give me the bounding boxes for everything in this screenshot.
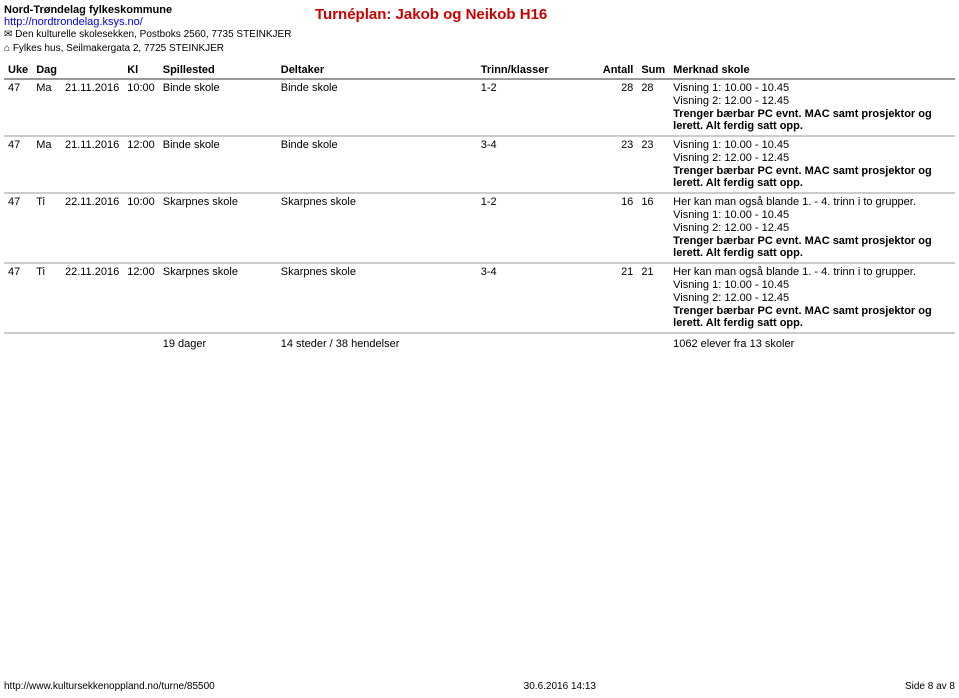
- summary-row: 19 dager 14 steder / 38 hendelser 1062 e…: [4, 333, 955, 352]
- cell: 10:00: [123, 79, 159, 136]
- merknad-line: Her kan man også blande 1. - 4. trinn i …: [673, 266, 951, 278]
- cell: Ti: [32, 193, 61, 263]
- merknad-cell: Visning 1: 10.00 - 10.45Visning 2: 12.00…: [669, 136, 955, 193]
- table-body: 47Ma21.11.201610:00Binde skoleBinde skol…: [4, 79, 955, 333]
- merknad-line: Visning 1: 10.00 - 10.45: [673, 139, 951, 151]
- cell: Ma: [32, 79, 61, 136]
- col-antall: Antall: [599, 62, 638, 79]
- cell: 3-4: [477, 263, 599, 333]
- merknad-cell: Her kan man også blande 1. - 4. trinn i …: [669, 193, 955, 263]
- footer-center: 30.6.2016 14:13: [524, 681, 596, 692]
- cell: Skarpnes skole: [277, 263, 477, 333]
- table-header-row: Uke Dag Kl Spillested Deltaker Trinn/kla…: [4, 62, 955, 79]
- merknad-line: Visning 1: 10.00 - 10.45: [673, 209, 951, 221]
- page-footer: http://www.kultursekkenoppland.no/turne/…: [4, 681, 955, 692]
- summary-days: 19 dager: [159, 333, 277, 352]
- col-spillested: Spillested: [159, 62, 277, 79]
- page-title: Turnéplan: Jakob og Neikob H16: [315, 6, 547, 23]
- merknad-line: Visning 1: 10.00 - 10.45: [673, 82, 951, 94]
- cell: 3-4: [477, 136, 599, 193]
- merknad-cell: Her kan man også blande 1. - 4. trinn i …: [669, 263, 955, 333]
- merknad-line: Visning 1: 10.00 - 10.45: [673, 279, 951, 291]
- cell: 21.11.2016: [61, 79, 123, 136]
- merknad-line: Visning 2: 12.00 - 12.45: [673, 292, 951, 304]
- cell: Binde skole: [159, 136, 277, 193]
- cell: 21: [599, 263, 638, 333]
- schedule-table: Uke Dag Kl Spillested Deltaker Trinn/kla…: [4, 62, 955, 352]
- table-row: 47Ti22.11.201612:00Skarpnes skoleSkarpne…: [4, 263, 955, 333]
- merknad-line: Her kan man også blande 1. - 4. trinn i …: [673, 196, 951, 208]
- cell: Binde skole: [159, 79, 277, 136]
- merknad-line: Trenger bærbar PC evnt. MAC samt prosjek…: [673, 235, 951, 259]
- cell: 22.11.2016: [61, 263, 123, 333]
- cell: Skarpnes skole: [159, 263, 277, 333]
- merknad-line: Trenger bærbar PC evnt. MAC samt prosjek…: [673, 305, 951, 329]
- cell: 47: [4, 193, 32, 263]
- col-deltaker: Deltaker: [277, 62, 477, 79]
- cell: 23: [599, 136, 638, 193]
- cell: Ti: [32, 263, 61, 333]
- cell: 16: [599, 193, 638, 263]
- cell: 22.11.2016: [61, 193, 123, 263]
- cell: 12:00: [123, 263, 159, 333]
- org-name: Nord-Trøndelag fylkeskommune: [4, 4, 291, 16]
- table-row: 47Ma21.11.201610:00Binde skoleBinde skol…: [4, 79, 955, 136]
- cell: Binde skole: [277, 136, 477, 193]
- cell: Binde skole: [277, 79, 477, 136]
- table-row: 47Ma21.11.201612:00Binde skoleBinde skol…: [4, 136, 955, 193]
- col-merknad: Merknad skole: [669, 62, 955, 79]
- cell: Skarpnes skole: [277, 193, 477, 263]
- header-block: Nord-Trøndelag fylkeskommune http://nord…: [4, 4, 291, 56]
- footer-right: Side 8 av 8: [905, 681, 955, 692]
- merknad-line: Trenger bærbar PC evnt. MAC samt prosjek…: [673, 165, 951, 189]
- cell: 28: [637, 79, 669, 136]
- footer-left: http://www.kultursekkenoppland.no/turne/…: [4, 681, 215, 692]
- table-row: 47Ti22.11.201610:00Skarpnes skoleSkarpne…: [4, 193, 955, 263]
- merknad-line: Visning 2: 12.00 - 12.45: [673, 95, 951, 107]
- schedule-table-wrap: Uke Dag Kl Spillested Deltaker Trinn/kla…: [4, 62, 955, 352]
- cell: 21: [637, 263, 669, 333]
- cell: 1-2: [477, 193, 599, 263]
- col-sum: Sum: [637, 62, 669, 79]
- cell: 21.11.2016: [61, 136, 123, 193]
- col-uke: Uke: [4, 62, 32, 79]
- cell: 47: [4, 79, 32, 136]
- cell: 1-2: [477, 79, 599, 136]
- merknad-line: Visning 2: 12.00 - 12.45: [673, 222, 951, 234]
- cell: 12:00: [123, 136, 159, 193]
- header-address-1: ✉ Den kulturelle skolesekken, Postboks 2…: [4, 28, 291, 42]
- cell: 23: [637, 136, 669, 193]
- cell: Skarpnes skole: [159, 193, 277, 263]
- header-url: http://nordtrondelag.ksys.no/: [4, 16, 291, 28]
- summary-students: 1062 elever fra 13 skoler: [669, 333, 955, 352]
- merknad-line: Trenger bærbar PC evnt. MAC samt prosjek…: [673, 108, 951, 132]
- col-dato: [61, 62, 123, 79]
- merknad-cell: Visning 1: 10.00 - 10.45Visning 2: 12.00…: [669, 79, 955, 136]
- cell: 10:00: [123, 193, 159, 263]
- cell: 16: [637, 193, 669, 263]
- cell: 47: [4, 263, 32, 333]
- header-address-2: ⌂ Fylkes hus, Seilmakergata 2, 7725 STEI…: [4, 42, 291, 56]
- col-dag: Dag: [32, 62, 61, 79]
- col-trinn: Trinn/klasser: [477, 62, 599, 79]
- merknad-line: Visning 2: 12.00 - 12.45: [673, 152, 951, 164]
- cell: 28: [599, 79, 638, 136]
- cell: 47: [4, 136, 32, 193]
- col-kl: Kl: [123, 62, 159, 79]
- summary-places: 14 steder / 38 hendelser: [277, 333, 669, 352]
- cell: Ma: [32, 136, 61, 193]
